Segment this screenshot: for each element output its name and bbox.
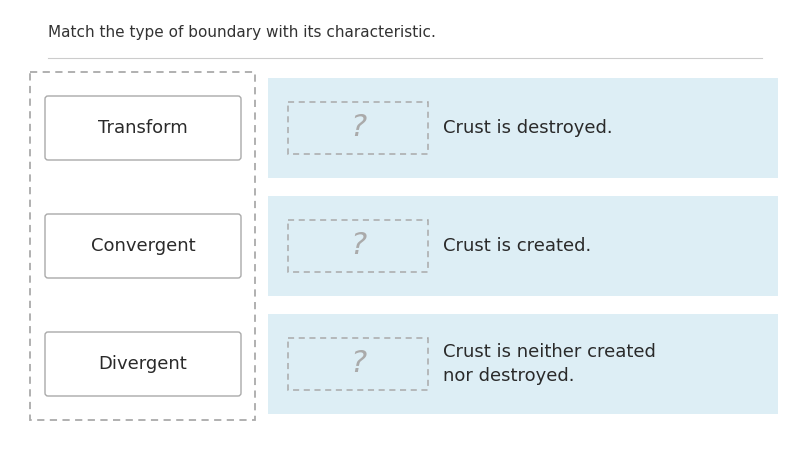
FancyBboxPatch shape	[45, 332, 241, 396]
Bar	[30, 72, 255, 420]
Text: ?: ?	[350, 231, 366, 261]
Text: Crust is neither created
nor destroyed.: Crust is neither created nor destroyed.	[443, 343, 656, 385]
Bar	[268, 196, 778, 296]
Text: Transform: Transform	[98, 119, 188, 137]
FancyBboxPatch shape	[45, 96, 241, 160]
Bar	[288, 220, 428, 272]
Text: Divergent: Divergent	[98, 355, 187, 373]
Bar	[268, 314, 778, 414]
Text: Convergent: Convergent	[90, 237, 195, 255]
Text: ?: ?	[350, 113, 366, 143]
Bar	[288, 102, 428, 154]
Bar	[268, 78, 778, 178]
FancyBboxPatch shape	[45, 214, 241, 278]
Text: Crust is destroyed.: Crust is destroyed.	[443, 119, 613, 137]
Text: Crust is created.: Crust is created.	[443, 237, 591, 255]
Text: Match the type of boundary with its characteristic.: Match the type of boundary with its char…	[48, 25, 436, 40]
Bar	[288, 338, 428, 390]
Text: ?: ?	[350, 350, 366, 378]
